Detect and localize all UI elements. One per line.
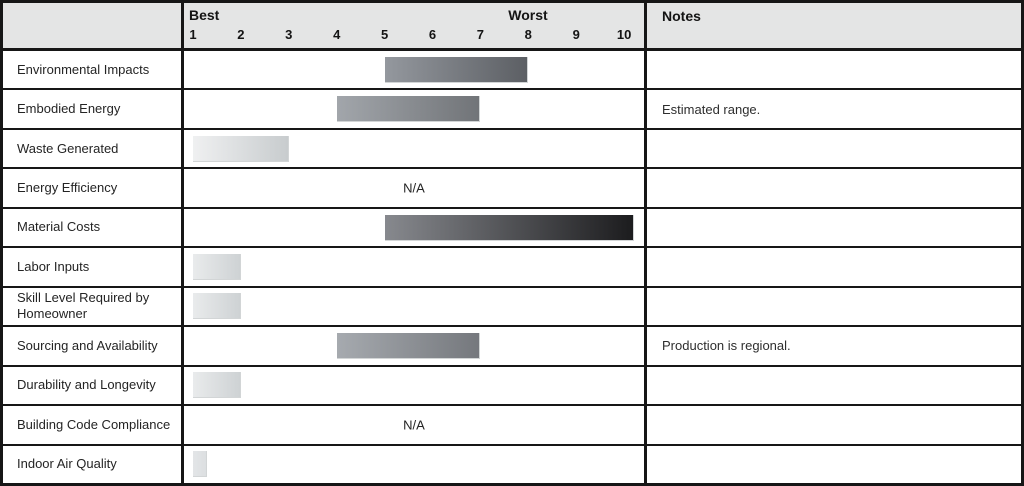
rating-cell	[184, 248, 647, 286]
row-label: Environmental Impacts	[3, 51, 184, 89]
best-label: Best	[189, 7, 220, 23]
table-row: Sourcing and Availability Production is …	[3, 327, 1021, 367]
row-label: Energy Efficiency	[3, 169, 184, 207]
rating-range-bar	[336, 96, 481, 123]
rating-range-bar	[193, 372, 241, 399]
rating-range-bar	[193, 135, 289, 162]
table-row: Durability and Longevity	[3, 366, 1021, 407]
header-row: Best Worst 1 2 3 4 5 6 7 8 9 10 Notes	[3, 3, 1021, 51]
table-row: Skill Level Required by Homeowner	[3, 287, 1021, 328]
scale-tick: 10	[616, 27, 632, 42]
rating-range-bar	[384, 214, 634, 241]
table-row: Material Costs	[3, 208, 1021, 249]
rating-cell: N/A	[184, 169, 647, 207]
table-row: Building Code Compliance N/A	[3, 406, 1021, 446]
rating-range-bar	[193, 253, 241, 280]
row-note	[647, 367, 1021, 404]
rating-cell	[184, 208, 647, 247]
scale-tick: 8	[524, 27, 532, 42]
rating-range-bar	[336, 332, 481, 359]
scale-tick: 3	[285, 27, 293, 42]
rating-cell: N/A	[184, 406, 647, 444]
row-label: Embodied Energy	[3, 90, 184, 128]
row-label: Indoor Air Quality	[3, 445, 184, 483]
scale-tick: 1	[189, 27, 197, 42]
row-note	[647, 446, 1021, 483]
scale-tick: 2	[237, 27, 245, 42]
notes-header: Notes	[662, 8, 701, 24]
scale-tick: 7	[476, 27, 485, 42]
row-note: Production is regional.	[662, 338, 791, 354]
table-row: Embodied Energy Estimated range.	[3, 90, 1021, 130]
row-label: Material Costs	[3, 208, 184, 247]
scale-tick: 6	[428, 27, 437, 42]
row-label: Building Code Compliance	[3, 406, 184, 444]
rating-cell	[184, 366, 647, 405]
row-label: Durability and Longevity	[3, 366, 184, 405]
rating-cell	[184, 90, 647, 128]
corner-cell	[3, 3, 184, 48]
rating-range-bar	[193, 293, 241, 320]
row-label: Waste Generated	[3, 129, 184, 168]
table-row: Environmental Impacts	[3, 51, 1021, 91]
table-row: Labor Inputs	[3, 248, 1021, 288]
row-note	[647, 209, 1021, 246]
row-note: Estimated range.	[662, 101, 761, 117]
scale-tick: 9	[572, 27, 580, 42]
row-note	[647, 51, 1021, 88]
worst-label: Worst	[508, 7, 548, 23]
rating-cell	[184, 445, 647, 483]
row-note	[647, 169, 1021, 206]
row-note	[647, 248, 1021, 285]
scale-header: Best Worst 1 2 3 4 5 6 7 8 9 10	[184, 3, 647, 48]
rating-cell	[184, 327, 647, 365]
row-note	[647, 130, 1021, 167]
row-label: Labor Inputs	[3, 248, 184, 286]
table-row: Energy Efficiency N/A	[3, 169, 1021, 209]
na-text: N/A	[403, 180, 425, 196]
rating-range-bar	[384, 56, 529, 83]
row-note	[647, 406, 1021, 443]
rating-cell	[184, 129, 647, 168]
row-label: Skill Level Required by Homeowner	[3, 287, 184, 326]
rating-cell	[184, 51, 647, 89]
na-text: N/A	[403, 417, 425, 433]
scale-tick: 5	[380, 27, 389, 42]
row-note	[647, 288, 1021, 325]
rating-range-bar	[193, 451, 208, 478]
table-row: Waste Generated	[3, 129, 1021, 170]
table-row: Indoor Air Quality	[3, 445, 1021, 483]
scale-tick: 4	[333, 27, 341, 42]
rating-cell	[184, 287, 647, 326]
row-label: Sourcing and Availability	[3, 327, 184, 365]
